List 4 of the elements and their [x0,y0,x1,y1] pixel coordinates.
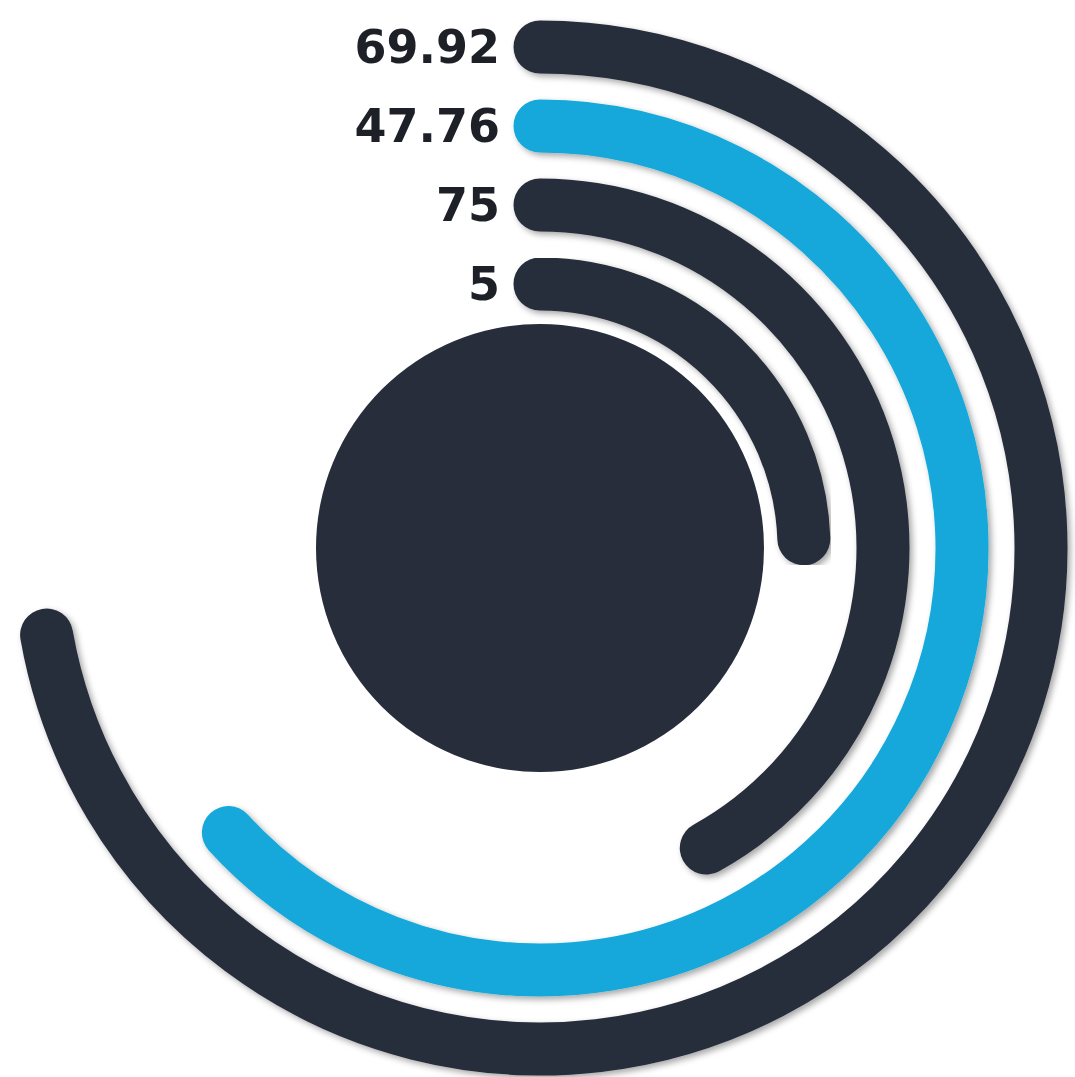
data-label: 75 [435,178,500,233]
data-label: 5 [467,257,500,312]
data-label: 69.92 [354,20,500,75]
data-label: 47.76 [354,99,500,154]
